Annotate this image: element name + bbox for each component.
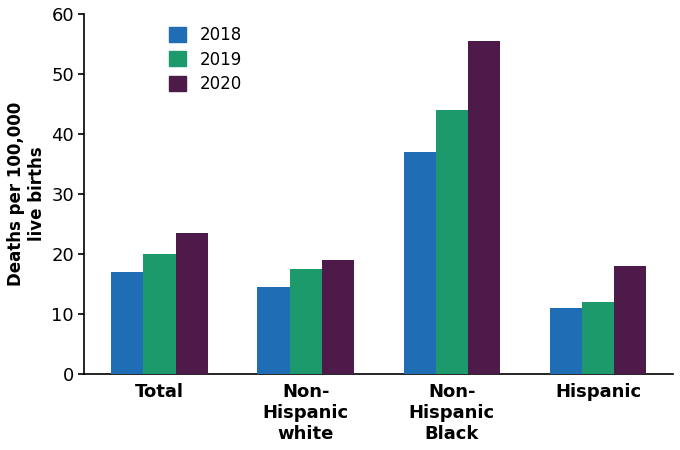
Bar [550,308,582,374]
Bar [290,269,322,374]
Bar [322,260,354,374]
Legend: 2018, 2019, 2020: 2018, 2019, 2020 [169,26,241,93]
Bar [468,41,500,374]
Bar [614,266,646,374]
Bar [404,152,436,374]
Bar [112,272,143,374]
Bar [175,233,207,374]
Y-axis label: Deaths per 100,000
live births: Deaths per 100,000 live births [7,102,46,286]
Bar [143,254,175,374]
Bar [436,110,468,374]
Bar [582,302,614,374]
Bar [258,287,290,374]
